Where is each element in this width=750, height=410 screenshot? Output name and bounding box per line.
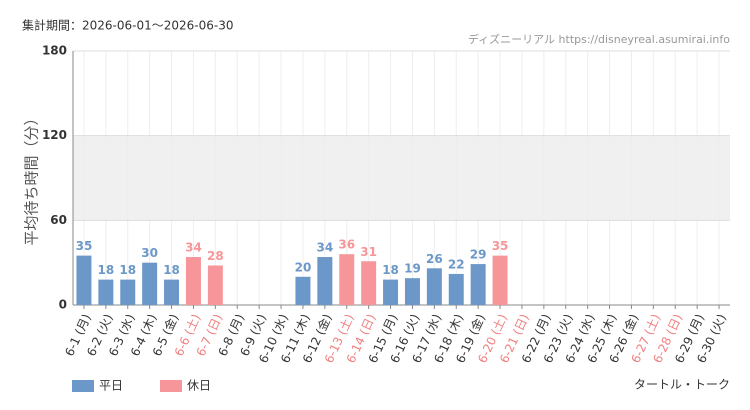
source: ディズニーリアル https://disneyreal.asumirai.inf… bbox=[468, 32, 730, 46]
data-label: 35 bbox=[76, 239, 93, 253]
y-tick-label: 180 bbox=[42, 44, 67, 58]
data-label: 18 bbox=[119, 263, 136, 277]
data-label: 20 bbox=[295, 260, 312, 274]
y-tick-label: 60 bbox=[50, 213, 67, 227]
data-label: 31 bbox=[360, 245, 377, 259]
y-tick-label: 0 bbox=[59, 298, 67, 312]
data-label: 19 bbox=[404, 262, 421, 276]
bar bbox=[426, 268, 442, 305]
y-tick-label: 120 bbox=[42, 128, 67, 142]
legend-label: 平日 bbox=[99, 379, 123, 393]
data-label: 29 bbox=[470, 248, 487, 262]
data-label: 18 bbox=[163, 263, 180, 277]
legend-swatch bbox=[72, 380, 94, 392]
attraction: タートル・トーク bbox=[634, 378, 730, 392]
bar bbox=[361, 261, 377, 305]
bar bbox=[317, 257, 333, 305]
shaded-band bbox=[73, 135, 730, 221]
data-label: 36 bbox=[338, 238, 355, 252]
y-axis-label: 平均待ち時間（分） bbox=[23, 110, 41, 245]
bar bbox=[339, 254, 355, 305]
bar bbox=[295, 276, 311, 305]
bar bbox=[142, 262, 158, 305]
bar bbox=[383, 279, 399, 305]
bar bbox=[470, 264, 486, 305]
period: 集計期間：2026-06-01～2026-06-30 bbox=[22, 18, 233, 33]
bar bbox=[164, 279, 180, 305]
data-label: 34 bbox=[316, 241, 333, 255]
legend-swatch bbox=[160, 380, 182, 392]
data-label: 26 bbox=[426, 252, 443, 266]
data-label: 18 bbox=[97, 263, 114, 277]
bar bbox=[76, 255, 92, 305]
legend-label: 休日 bbox=[187, 379, 211, 393]
bar bbox=[207, 265, 223, 305]
bar bbox=[120, 279, 136, 305]
bar bbox=[492, 255, 508, 305]
bar bbox=[185, 257, 201, 305]
bar bbox=[98, 279, 114, 305]
data-label: 34 bbox=[185, 241, 202, 255]
data-label: 28 bbox=[207, 249, 224, 263]
data-label: 30 bbox=[141, 246, 158, 260]
data-label: 22 bbox=[448, 257, 465, 271]
bar bbox=[404, 278, 420, 305]
data-label: 35 bbox=[492, 239, 509, 253]
bar bbox=[448, 273, 464, 305]
data-label: 18 bbox=[382, 263, 399, 277]
